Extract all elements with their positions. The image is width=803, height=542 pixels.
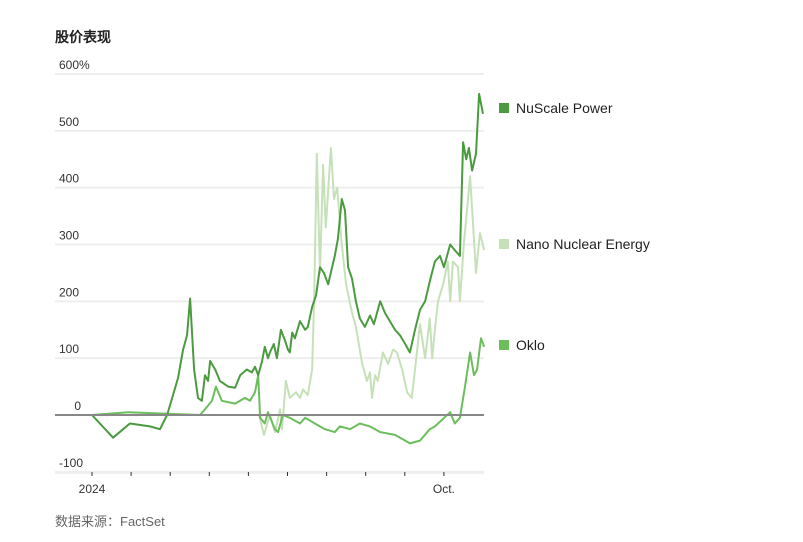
x-tick-label: 2024 — [79, 482, 106, 496]
y-tick-label: 500 — [59, 115, 79, 129]
source-note: 数据来源：FactSet — [55, 514, 165, 529]
legend-swatch — [499, 239, 509, 249]
y-tick-label: -100 — [59, 456, 83, 470]
series-line-nano-nuclear-energy — [258, 146, 486, 436]
y-tick-label: 0 — [74, 399, 81, 413]
legend-label: Oklo — [516, 337, 545, 353]
x-tick-label: Oct. — [433, 482, 455, 496]
y-tick-label: 200 — [59, 285, 79, 299]
legend-swatch — [499, 340, 509, 350]
y-tick-label: 100 — [59, 342, 79, 356]
chart-title: 股价表现 — [55, 29, 111, 45]
y-tick-label: 400 — [59, 172, 79, 186]
legend-label: NuScale Power — [516, 100, 613, 116]
y-tick-label: 300 — [59, 229, 79, 243]
series-line-nuscale-power — [91, 92, 484, 439]
legend-swatch — [499, 103, 509, 113]
series-line-oklo — [91, 337, 486, 445]
legend-label: Nano Nuclear Energy — [516, 236, 650, 252]
y-tick-label: 600% — [59, 58, 90, 72]
